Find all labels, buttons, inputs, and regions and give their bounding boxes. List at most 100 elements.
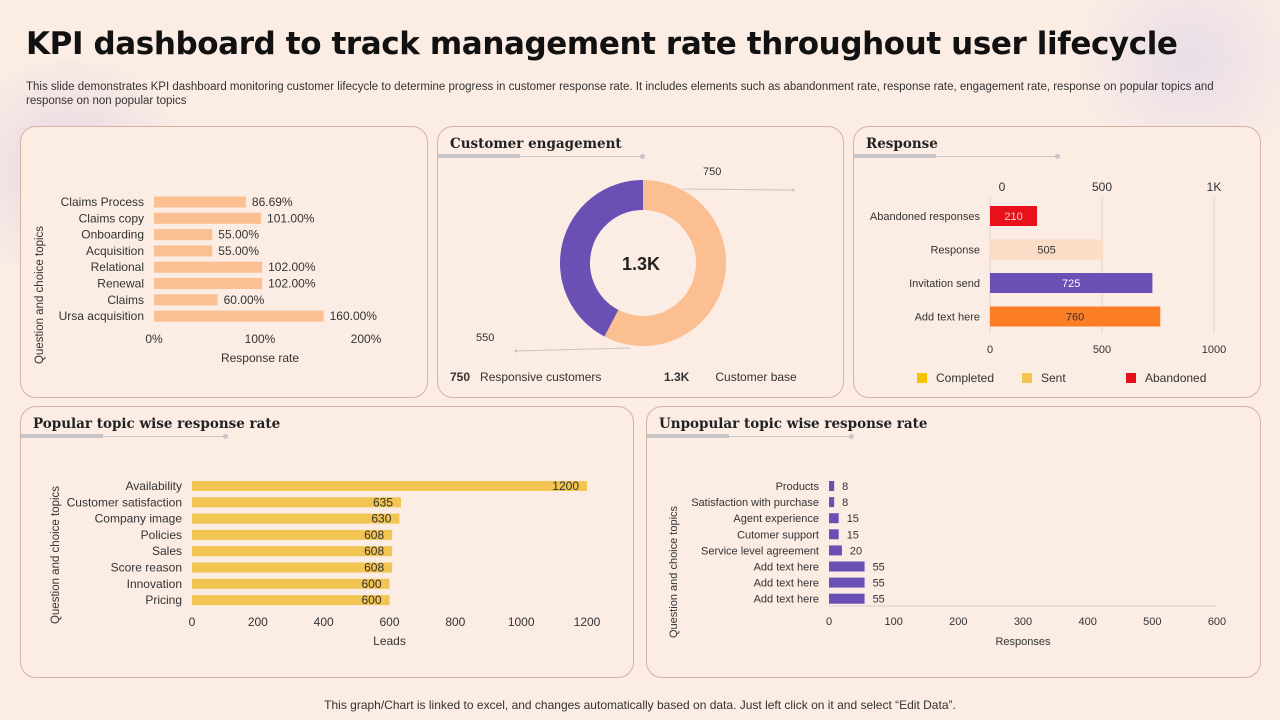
bar[interactable] (990, 239, 1104, 260)
data-label: 60.00% (224, 293, 265, 307)
bar[interactable] (192, 595, 390, 606)
bar[interactable] (154, 294, 218, 306)
responsive-customers-label: Responsive customers (480, 370, 602, 384)
unpopular-topic-title: Unpopular topic wise response rate (659, 416, 928, 432)
bar[interactable] (192, 578, 390, 589)
bar[interactable] (829, 577, 865, 588)
title-underline (854, 154, 1060, 159)
category-label: Relational (91, 260, 144, 274)
data-label: 635 (373, 495, 393, 509)
bar[interactable] (192, 562, 393, 573)
customer-base-label: Customer base (715, 370, 797, 384)
category-label: Cutomer support (737, 529, 819, 541)
data-label: 600 (361, 577, 381, 591)
x-tick-label: 200 (949, 616, 967, 628)
footer-note: This graph/Chart is linked to excel, and… (324, 698, 956, 712)
bar[interactable] (154, 261, 263, 273)
bar[interactable] (829, 529, 839, 540)
responsive-customers-stat: 750 Responsive customers (450, 370, 601, 384)
responsive-customers-value: 750 (450, 370, 471, 384)
category-label: Add text here (754, 594, 819, 606)
donut-slice[interactable] (604, 180, 726, 346)
donut-slice[interactable] (560, 180, 644, 337)
response-title: Response (866, 136, 938, 152)
bar[interactable] (829, 497, 835, 508)
category-label: Sales (152, 544, 182, 558)
bar[interactable] (990, 206, 1038, 226)
category-label: Service level agreement (701, 545, 819, 557)
response-rate-chart[interactable]: Claims Process 86.69% Claims copy 101.00% On… (21, 127, 427, 397)
category-label: Availability (126, 479, 182, 493)
x-axis-label: Responses (995, 636, 1051, 648)
data-label: 55.00% (218, 228, 259, 242)
bar[interactable] (154, 229, 213, 241)
data-label: 101.00% (267, 211, 315, 225)
bar[interactable] (829, 481, 835, 491)
category-label: Products (776, 481, 820, 493)
response-panel: Response 0 500 1K Abandoned responses 210 Res… (853, 126, 1261, 398)
unpopular-topic-panel: Unpopular topic wise response rate Produ… (646, 406, 1261, 678)
x-top-tick-label: 1K (1207, 180, 1222, 194)
category-label: Add text here (915, 312, 980, 324)
x-tick-label: 500 (1143, 616, 1161, 628)
customer-engagement-title: Customer engagement (450, 136, 622, 152)
response-chart[interactable]: 0 500 1K Abandoned responses 210 Response 505 I… (854, 127, 1260, 397)
bar[interactable] (154, 245, 213, 257)
x-tick-label: 1000 (508, 615, 535, 629)
legend-swatch (917, 373, 927, 383)
title-underline (438, 154, 645, 159)
legend-abandoned: Abandoned (1126, 371, 1206, 385)
data-label: 8 (842, 497, 848, 509)
bar[interactable] (990, 306, 1161, 327)
data-label: 8 (842, 481, 848, 493)
bar[interactable] (990, 273, 1153, 293)
bar[interactable] (829, 513, 839, 524)
data-label: 55.00% (218, 244, 259, 258)
bar[interactable] (192, 481, 587, 491)
bar[interactable] (829, 545, 842, 556)
unpopular-topic-chart[interactable]: Products 8 Satisfaction with purchase 8 Agen… (647, 407, 1260, 677)
bar[interactable] (154, 310, 324, 322)
data-label: 15 (847, 513, 859, 525)
category-label: Innovation (127, 577, 182, 591)
category-label: Agent experience (733, 513, 819, 525)
x-tick-label: 0 (826, 616, 832, 628)
customer-engagement-panel: Customer engagement 1.3K 750 550 750 Respon… (437, 126, 844, 398)
bar[interactable] (192, 513, 400, 524)
popular-topic-chart[interactable]: Availability 1200 Customer satisfaction 635… (21, 407, 633, 677)
data-label: 55 (873, 562, 885, 574)
bar[interactable] (192, 546, 393, 557)
bar[interactable] (829, 561, 865, 572)
bar[interactable] (154, 212, 262, 224)
category-label: Claims (107, 293, 144, 307)
data-label: 15 (847, 529, 859, 541)
bar[interactable] (154, 278, 263, 289)
x-bottom-tick-label: 1000 (1202, 344, 1226, 356)
data-label: 160.00% (330, 309, 378, 323)
bar[interactable] (154, 196, 246, 208)
data-label: 608 (364, 544, 384, 558)
leader-line (682, 188, 794, 191)
bar[interactable] (829, 593, 865, 604)
data-label: 20 (850, 545, 862, 557)
x-tick-label: 600 (1208, 616, 1226, 628)
category-label: Company image (95, 512, 183, 526)
x-tick-label: 100 (884, 616, 902, 628)
category-label: Acquisition (86, 244, 144, 258)
legend-swatch (1126, 373, 1136, 383)
donut-center-label: 1.3K (622, 254, 660, 274)
bar[interactable] (192, 497, 402, 508)
page-subtitle: This slide demonstrates KPI dashboard mo… (26, 81, 1214, 107)
page-title: KPI dashboard to track management rate t… (26, 26, 1178, 62)
category-label: Invitation send (909, 278, 980, 290)
customer-engagement-donut[interactable]: 1.3K 750 550 (438, 157, 843, 397)
category-label: Add text here (754, 562, 819, 574)
x-tick-label: 0% (145, 332, 163, 346)
bar[interactable] (192, 529, 393, 540)
leader-dot (514, 349, 518, 353)
x-bottom-tick-label: 500 (1093, 344, 1111, 356)
category-label: Claims copy (79, 211, 144, 225)
category-label: Abandoned responses (870, 211, 981, 223)
x-bottom-tick-label: 0 (987, 344, 993, 356)
x-tick-label: 300 (1014, 616, 1032, 628)
